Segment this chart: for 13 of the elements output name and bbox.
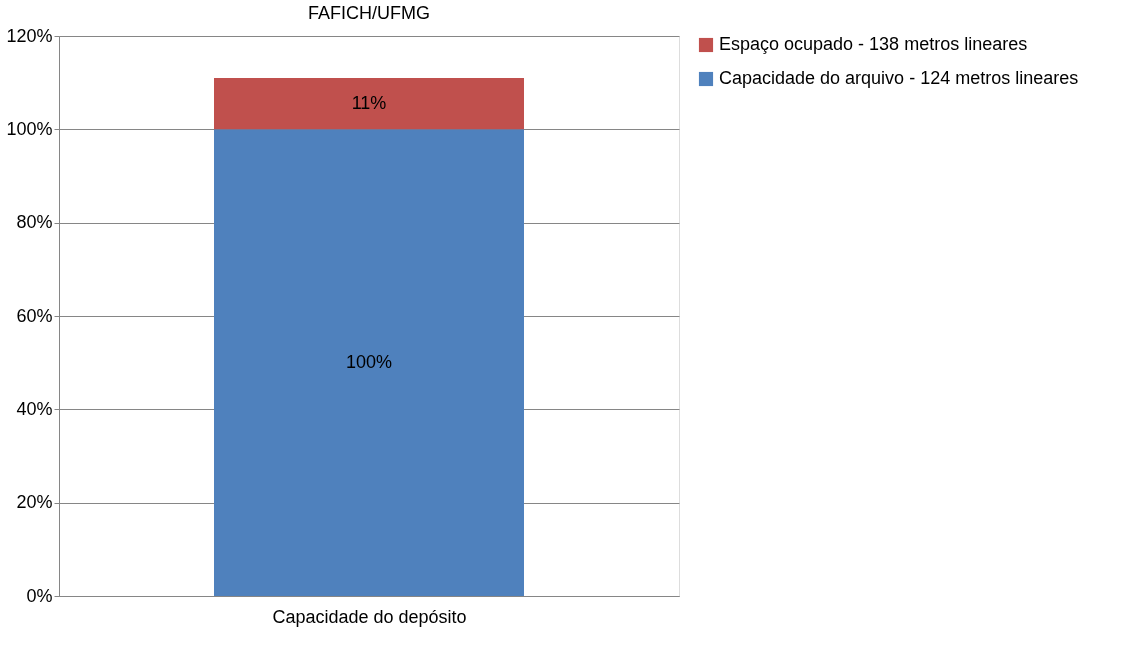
data-label: 11% xyxy=(351,92,387,113)
y-tick-label: 60% xyxy=(16,305,53,326)
y-tick-label: 100% xyxy=(6,118,53,139)
legend-label: Espaço ocupado - 138 metros lineares xyxy=(719,34,1028,54)
y-tick-label: 120% xyxy=(6,25,53,46)
y-tick-label: 20% xyxy=(16,492,53,513)
x-tick-label: Capacidade do depósito xyxy=(272,606,467,627)
legend-label: Capacidade do arquivo - 124 metros lineares xyxy=(719,68,1079,88)
y-tick-label: 80% xyxy=(16,212,53,233)
chart-title: FAFICH/UFMG xyxy=(308,3,430,23)
data-label: 100% xyxy=(345,351,393,372)
y-tick-label: 40% xyxy=(16,398,53,419)
y-tick-label: 0% xyxy=(26,585,53,606)
